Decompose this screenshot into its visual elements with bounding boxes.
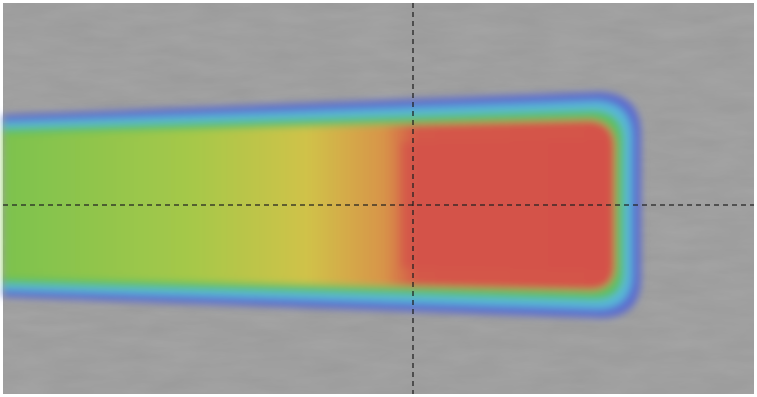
- dose-view: [0, 0, 757, 397]
- page: [0, 0, 757, 397]
